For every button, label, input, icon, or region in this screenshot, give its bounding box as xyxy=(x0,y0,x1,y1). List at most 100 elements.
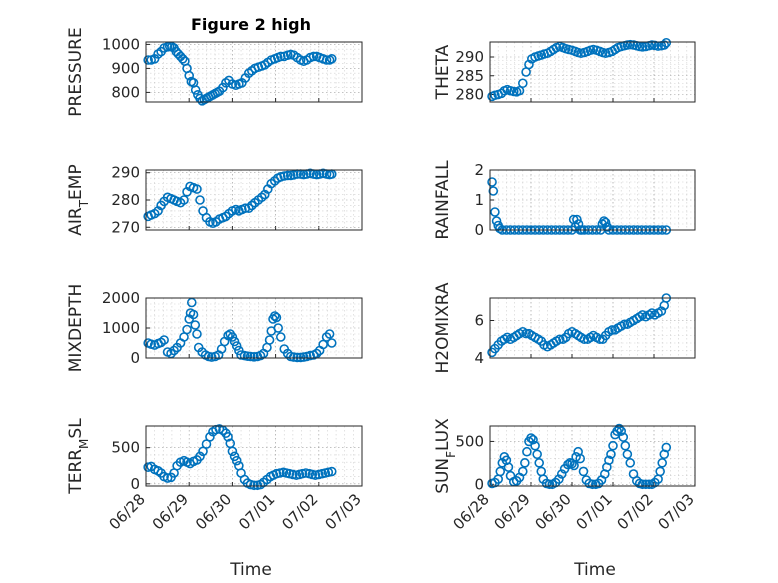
data-point xyxy=(607,325,617,335)
data-point xyxy=(227,332,238,342)
panel-sun-flux: 0 500SUNFLUX06/2806/2906/3007/0107/0207/0… xyxy=(433,418,698,534)
data-point xyxy=(487,177,497,187)
x-tick-label: 06/30 xyxy=(532,490,575,533)
data-point xyxy=(528,434,538,445)
x-tick-label: 06/29 xyxy=(149,490,192,533)
data-point xyxy=(326,53,337,64)
data-point xyxy=(659,40,670,50)
data-point xyxy=(578,466,589,477)
data-point xyxy=(604,455,614,466)
x-tick-label: 06/28 xyxy=(450,490,493,533)
data-point xyxy=(655,466,665,477)
data-point xyxy=(618,432,629,442)
data-point xyxy=(188,309,199,320)
data-point xyxy=(521,328,531,339)
data-point xyxy=(520,458,530,468)
data-point xyxy=(612,426,622,436)
data-point xyxy=(247,200,257,211)
x-tick-label: 07/03 xyxy=(655,490,698,533)
data-point xyxy=(318,339,328,350)
data-point xyxy=(143,55,153,65)
y-axis-label: PRESSURE xyxy=(66,27,86,116)
data-point xyxy=(656,306,667,316)
data-point xyxy=(661,442,672,453)
data-point xyxy=(275,51,286,62)
data-point xyxy=(536,466,547,477)
data-point xyxy=(637,479,648,490)
y-tick-label: 800 xyxy=(111,83,140,101)
y-tick-label: 290 xyxy=(111,164,140,182)
y-tick-label: 900 xyxy=(111,59,140,77)
y-tick-label: 0 xyxy=(130,475,140,493)
data-point xyxy=(159,335,169,345)
data-point xyxy=(625,458,636,468)
data-point xyxy=(644,479,654,490)
x-axis-label-right: Time xyxy=(573,560,616,580)
y-axis-label: MIXDEPTH xyxy=(66,284,86,373)
data-point xyxy=(282,170,293,181)
plot-frame xyxy=(489,425,696,487)
data-point xyxy=(657,458,668,468)
data-point xyxy=(579,334,590,345)
data-point xyxy=(503,462,514,472)
data-point xyxy=(249,351,259,362)
data-point xyxy=(569,460,579,471)
y-axis-label: TERRMSL xyxy=(66,418,91,495)
data-point xyxy=(195,195,205,205)
panel-air-temp: 270 280 290 AIRTEMP xyxy=(66,164,363,236)
data-point xyxy=(231,341,242,351)
plot-frame xyxy=(145,297,363,359)
y-axis-label: AIRTEMP xyxy=(66,164,91,235)
x-axis-label-left: Time xyxy=(229,560,272,580)
y-tick-label: 2 xyxy=(474,161,484,179)
data-point xyxy=(488,186,499,196)
data-point xyxy=(534,458,545,468)
data-point xyxy=(279,171,290,181)
panel-terr-msl: 0 500 TERRMSL 06/28 06/29 06/30 07/01 07/02 07/0… xyxy=(66,418,365,534)
y-tick-label: 0 xyxy=(474,475,484,493)
x-tick-label: 06/28 xyxy=(106,490,149,533)
data-point xyxy=(234,345,244,356)
y-tick-label: 0 xyxy=(474,221,484,239)
data-point xyxy=(223,330,233,341)
data-point xyxy=(205,432,215,442)
data-point xyxy=(530,440,540,451)
y-tick-label: 2000 xyxy=(102,289,140,307)
x-tick-label: 07/02 xyxy=(278,490,321,533)
data-point xyxy=(563,459,573,470)
x-tick-label: 06/30 xyxy=(192,490,235,533)
data-point xyxy=(245,351,256,362)
data-point xyxy=(321,55,332,65)
figure-title: Figure 2 high xyxy=(191,15,311,34)
data-point xyxy=(661,37,672,48)
data-point xyxy=(606,449,616,460)
data-point xyxy=(608,440,618,451)
y-tick-label: 0 xyxy=(130,349,140,367)
data-point xyxy=(587,479,598,490)
plot-frame xyxy=(489,297,696,359)
data-point xyxy=(271,312,282,323)
x-tick-label: 07/03 xyxy=(322,490,365,533)
plot-frame xyxy=(145,425,363,487)
data-point xyxy=(179,195,189,205)
data-point xyxy=(614,423,624,434)
data-point xyxy=(195,451,205,462)
data-point xyxy=(231,455,242,466)
x-tick-label: 06/29 xyxy=(491,490,534,533)
plot-frame xyxy=(145,169,363,231)
data-point xyxy=(190,320,201,330)
data-point xyxy=(288,352,299,362)
data-point xyxy=(169,345,179,356)
data-point xyxy=(524,59,534,70)
y-axis-label: RAINFALL xyxy=(433,160,453,240)
y-tick-label: 290 xyxy=(455,48,484,66)
y-tick-label: 1000 xyxy=(102,35,140,53)
panel-rainfall: 0 1 2 RAINFALL xyxy=(433,160,696,240)
data-point xyxy=(269,311,280,321)
y-tick-label: 270 xyxy=(111,218,140,236)
data-point xyxy=(292,352,303,363)
y-tick-label: 4 xyxy=(474,349,484,367)
y-tick-label: 1000 xyxy=(102,319,140,337)
